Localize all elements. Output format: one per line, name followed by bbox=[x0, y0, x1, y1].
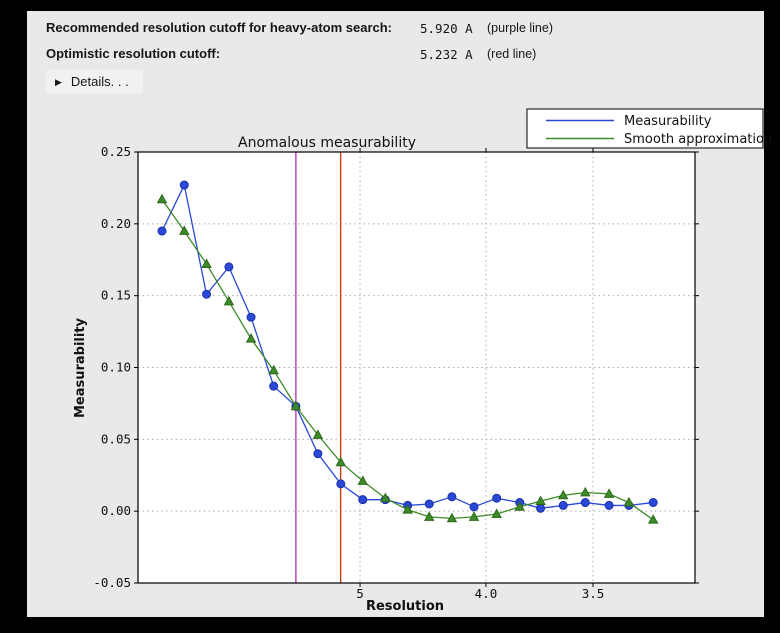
optimistic-cutoff-note: (red line) bbox=[487, 47, 537, 61]
recommended-cutoff-row: Recommended resolution cutoff for heavy-… bbox=[27, 20, 764, 36]
optimistic-cutoff-row: Optimistic resolution cutoff: 5.232 A (r… bbox=[27, 46, 764, 62]
disclosure-triangle-icon: ▶ bbox=[55, 76, 62, 87]
recommended-cutoff-note: (purple line) bbox=[487, 21, 554, 35]
optimistic-cutoff-label: Optimistic resolution cutoff: bbox=[46, 46, 221, 61]
details-disclosure[interactable]: ▶ Details. . . bbox=[46, 70, 143, 93]
details-label: Details. . . bbox=[70, 74, 129, 89]
recommended-cutoff-label: Recommended resolution cutoff for heavy-… bbox=[46, 20, 393, 35]
content-panel: Recommended resolution cutoff for heavy-… bbox=[27, 11, 764, 617]
recommended-cutoff-value: 5.920 A bbox=[420, 21, 473, 36]
optimistic-cutoff-value: 5.232 A bbox=[420, 47, 473, 62]
